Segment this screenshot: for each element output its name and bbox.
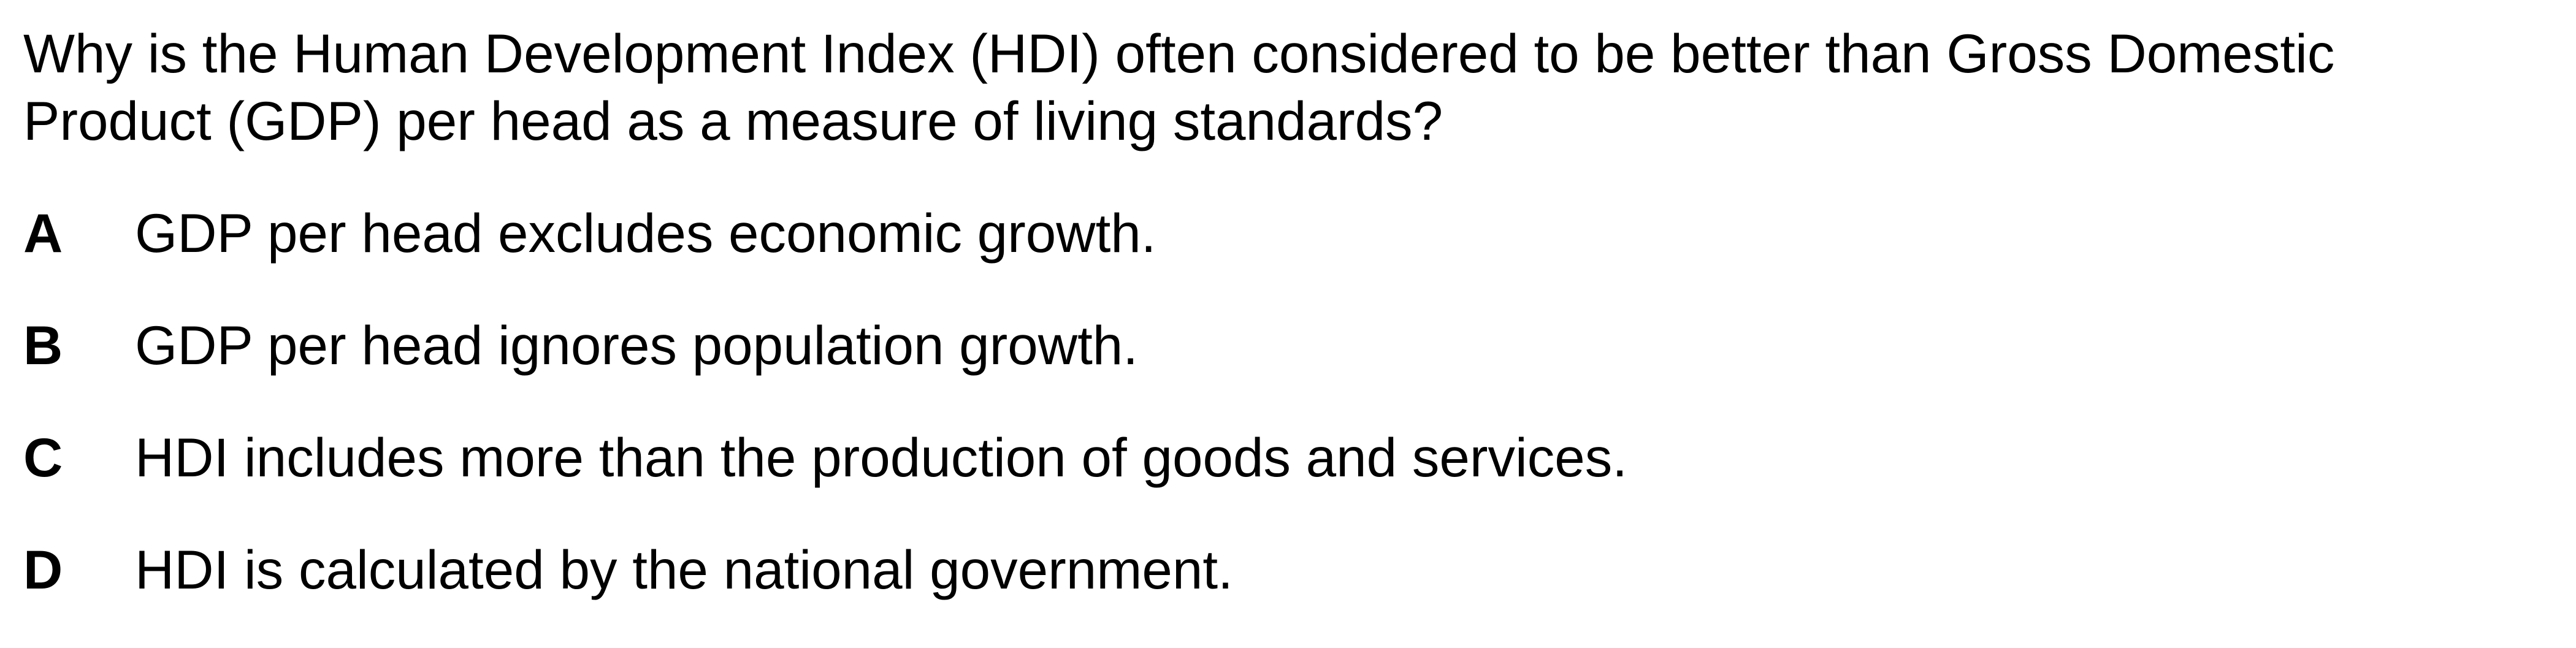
option-a[interactable]: A GDP per head excludes economic growth. bbox=[23, 199, 1627, 311]
option-text: HDI is calculated by the national govern… bbox=[135, 539, 1233, 600]
option-letter: B bbox=[23, 314, 63, 376]
option-letter: C bbox=[23, 427, 63, 488]
option-d[interactable]: D HDI is calculated by the national gove… bbox=[23, 536, 1627, 648]
option-c[interactable]: C HDI includes more than the production … bbox=[23, 424, 1627, 536]
answer-options: A GDP per head excludes economic growth.… bbox=[23, 199, 1627, 648]
option-text: GDP per head excludes economic growth. bbox=[135, 202, 1156, 264]
question-line-2: Product (GDP) per head as a measure of l… bbox=[23, 90, 1443, 151]
option-letter: D bbox=[23, 539, 63, 600]
option-text: GDP per head ignores population growth. bbox=[135, 314, 1139, 376]
option-b[interactable]: B GDP per head ignores population growth… bbox=[23, 311, 1627, 424]
option-text: HDI includes more than the production of… bbox=[135, 427, 1628, 488]
option-letter: A bbox=[23, 202, 63, 264]
question-line-1: Why is the Human Development Index (HDI)… bbox=[23, 23, 2335, 84]
question-text: Why is the Human Development Index (HDI)… bbox=[23, 20, 2550, 154]
